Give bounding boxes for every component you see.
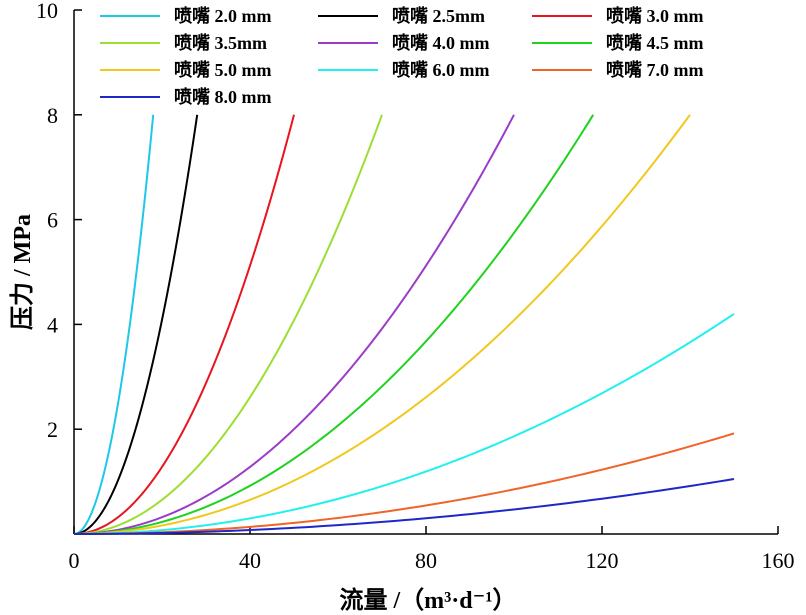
series-line-6	[73, 114, 691, 535]
x-axis-title: 流量 /（m³·d⁻¹）	[339, 587, 516, 614]
series-line-5	[73, 114, 595, 535]
series-line-3	[73, 114, 383, 535]
y-tick-label: 8	[47, 103, 58, 128]
legend-label: 喷嘴 4.5 mm	[606, 33, 704, 53]
legend-label: 喷嘴 8.0 mm	[174, 87, 272, 107]
series-line-4	[73, 114, 515, 535]
y-tick-label: 4	[47, 312, 58, 337]
series-line-1	[73, 114, 199, 535]
legend-label: 喷嘴 5.0 mm	[174, 60, 272, 80]
legend-label: 喷嘴 4.0 mm	[392, 33, 490, 53]
legend-label: 喷嘴 3.5mm	[174, 33, 267, 53]
x-tick-label: 40	[239, 548, 261, 573]
y-tick-label: 6	[47, 208, 58, 233]
series-line-8	[73, 432, 735, 535]
x-tick-label: 0	[69, 548, 80, 573]
x-tick-label: 80	[415, 548, 437, 573]
y-tick-label: 10	[36, 0, 58, 23]
x-tick-label: 160	[762, 548, 795, 573]
series-line-0	[73, 114, 155, 535]
legend: 喷嘴 2.0 mm 喷嘴 2.5mm 喷嘴 3.0 mm 喷嘴 3.5mm 喷嘴 4.0…	[100, 6, 704, 107]
series-line-2	[73, 114, 295, 535]
x-tick-label: 120	[586, 548, 619, 573]
series-line-9	[73, 477, 735, 535]
ticks: 0 40 80 120 160 2 4 6 8 10	[36, 0, 795, 573]
legend-label: 喷嘴 2.5mm	[392, 6, 485, 26]
legend-label: 喷嘴 6.0 mm	[392, 60, 490, 80]
series-line-7	[73, 313, 735, 535]
legend-label: 喷嘴 2.0 mm	[174, 6, 272, 26]
y-tick-label: 2	[47, 417, 58, 442]
legend-label: 喷嘴 3.0 mm	[606, 6, 704, 26]
y-axis-title: 压力 / MPa	[9, 214, 36, 330]
legend-label: 喷嘴 7.0 mm	[606, 60, 704, 80]
series-layer	[73, 114, 735, 535]
